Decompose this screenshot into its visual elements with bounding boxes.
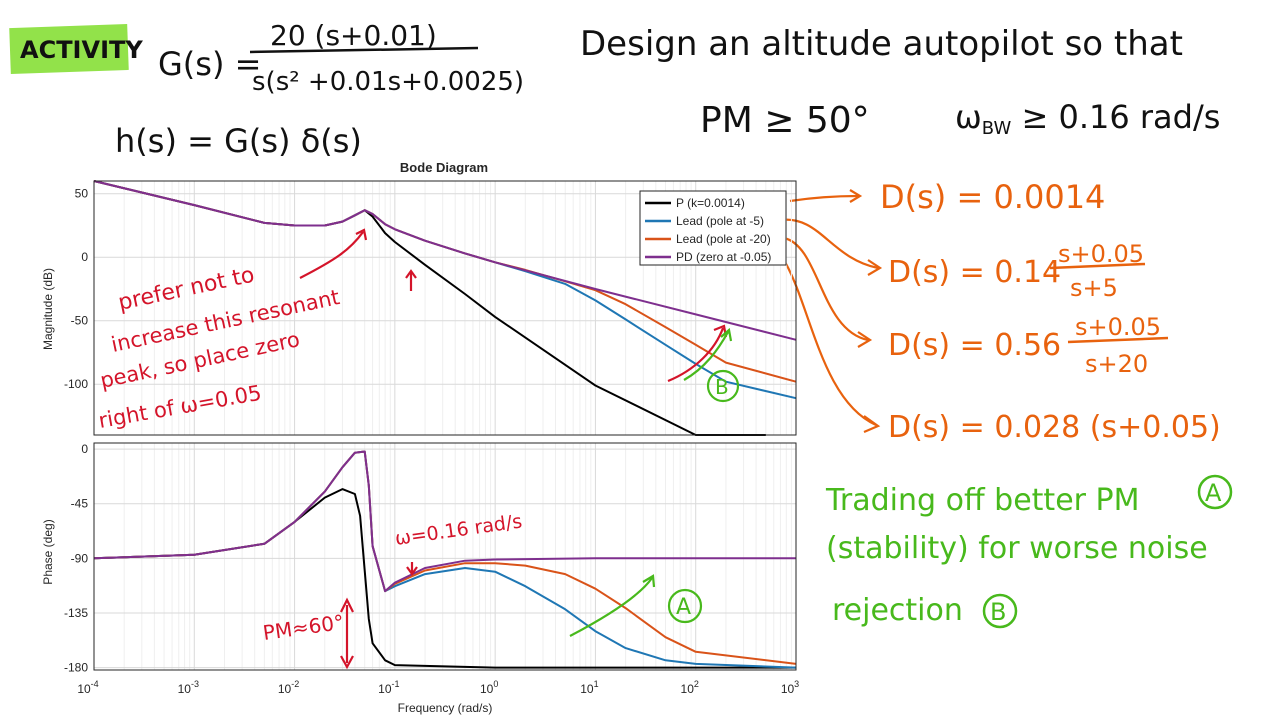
chart-legend: P (k=0.0014) Lead (pole at -5) Lead (pole … [639, 190, 787, 266]
controller-designs: D(s) = 0.0014 D(s) = 0.14 s+0.05 s+5 D(s… [779, 178, 1221, 445]
y-tick-label: 0 [81, 442, 88, 456]
controller-lead5-lhs: D(s) = 0.14 [888, 255, 1061, 290]
y-tick-label: -50 [71, 314, 89, 328]
chart-title: Bode Diagram [400, 160, 488, 175]
legend-label: P (k=0.0014) [676, 196, 745, 210]
legend-label: Lead (pole at -5) [676, 214, 764, 228]
frequency-tick-labels: 10-4 10-3 10-2 10-1 100 101 102 103 [77, 679, 799, 696]
y-tick-label: 50 [75, 187, 89, 201]
plant-transfer-function: G(s) = 20 (s+0.01) s(s² +0.01s+0.0025) h… [115, 19, 524, 160]
controller-lead5-den: s+5 [1070, 274, 1118, 302]
pm-requirement: PM ≥ 50° [700, 100, 870, 141]
phase-tick-labels: 0 -45 -90 -135 -180 [64, 442, 88, 675]
legend-label: PD (zero at -0.05) [676, 250, 771, 264]
x-tick-label: 10-1 [378, 679, 399, 696]
controller-lead20-lhs: D(s) = 0.56 [888, 328, 1061, 363]
magnitude-axes-box [93, 180, 797, 436]
tradeoff-line-2: (stability) for worse noise [826, 531, 1208, 566]
phase-grid [93, 443, 796, 670]
y-tick-label: -135 [64, 606, 88, 620]
h-equation: h(s) = G(s) δ(s) [115, 122, 362, 160]
phase-axes-box [93, 442, 797, 671]
magnitude-curves [93, 180, 797, 436]
controller-lead20-num: s+0.05 [1075, 313, 1161, 341]
g-lhs: G(s) = [158, 45, 261, 83]
x-tick-label: 102 [681, 679, 699, 696]
x-tick-label: 101 [580, 679, 598, 696]
legend-label: Lead (pole at -20) [676, 232, 771, 246]
magnitude-series-3 [93, 180, 797, 341]
y-tick-label: -100 [64, 377, 88, 391]
phase-series-3 [93, 450, 796, 593]
g-fraction-bar [249, 46, 479, 54]
task-statement: Design an altitude autopilot so that PM … [580, 24, 1220, 141]
omega-bandwidth-mark: ω=0.16 rad/s [394, 510, 524, 550]
frequency-xlabel: Frequency (rad/s) [398, 701, 493, 715]
controller-lead5-num: s+0.05 [1058, 240, 1144, 268]
y-tick-label: -90 [71, 551, 89, 565]
bandwidth-requirement: ωBW ≥ 0.16 rad/s [955, 98, 1220, 139]
magnitude-ylabel: Magnitude (dB) [41, 268, 55, 350]
g-denominator: s(s² +0.01s+0.0025) [252, 67, 524, 97]
tradeoff-line-1: Trading off better PM [825, 483, 1140, 518]
activity-badge: ACTIVITY [9, 23, 143, 75]
y-tick-label: -45 [71, 497, 89, 511]
x-tick-label: 10-4 [77, 679, 98, 696]
plot-marker-b: B [715, 375, 729, 399]
resonance-note: prefer not to increase this resonant pea… [97, 228, 728, 670]
phase-curves [93, 450, 797, 669]
activity-badge-label: ACTIVITY [20, 36, 143, 64]
x-tick-label: 103 [781, 679, 799, 696]
tradeoff-marker-b: B [990, 598, 1006, 626]
controller-pd: D(s) = 0.028 (s+0.05) [888, 410, 1221, 445]
plot-marker-a: A [676, 595, 691, 620]
bode-diagram: Bode Diagram 50 0 -50 -100 Magnitude (dB) 0… [41, 160, 799, 715]
tradeoff-marks-on-plot: B A [569, 327, 740, 637]
tradeoff-marker-a: A [1205, 479, 1222, 507]
tradeoff-line-3: rejection [832, 593, 963, 628]
controller-lead20-den: s+20 [1085, 350, 1148, 378]
x-tick-label: 100 [480, 679, 498, 696]
y-tick-label: 0 [81, 250, 88, 264]
phase-ylabel: Phase (deg) [41, 519, 55, 584]
g-numerator: 20 (s+0.01) [270, 19, 437, 52]
magnitude-tick-labels: 50 0 -50 -100 [64, 187, 88, 392]
tradeoff-note: Trading off better PM (stability) for wo… [825, 474, 1233, 629]
y-tick-label: -180 [64, 661, 88, 675]
x-tick-label: 10-2 [278, 679, 299, 696]
phase-margin-mark: PM≈60° [261, 610, 345, 645]
x-tick-label: 10-3 [178, 679, 199, 696]
controller-p: D(s) = 0.0014 [880, 178, 1105, 216]
task-line: Design an altitude autopilot so that [580, 24, 1183, 64]
